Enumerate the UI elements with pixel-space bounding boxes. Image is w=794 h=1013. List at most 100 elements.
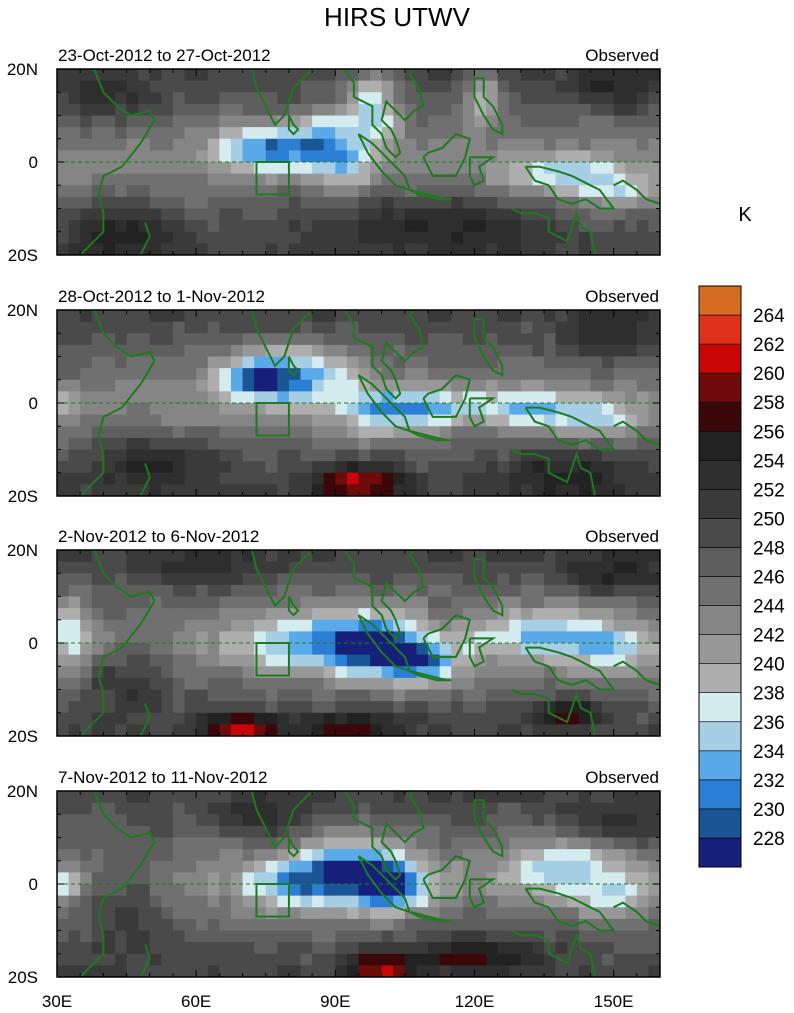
field-cell [486, 561, 499, 574]
field-cell [242, 92, 255, 105]
field-cell [68, 712, 81, 725]
field-cell [451, 802, 464, 815]
coastline [422, 613, 471, 658]
field-cell [439, 825, 452, 839]
field-cell [404, 814, 418, 827]
field-cell [184, 942, 197, 955]
field-cell [520, 449, 534, 462]
field-cell [312, 243, 325, 255]
field-cell [277, 472, 290, 485]
field-cell [613, 472, 626, 485]
field-cell [625, 849, 638, 862]
field-cell [439, 127, 452, 140]
field-cell [346, 953, 360, 966]
field-cell [277, 791, 290, 804]
field-cell [509, 724, 522, 736]
field-cell [265, 208, 278, 221]
field-cell [254, 127, 267, 140]
field-cell [613, 701, 626, 714]
field-cell [648, 930, 660, 943]
field-cell [242, 561, 255, 574]
field-cell [242, 712, 255, 725]
field-cell [80, 884, 93, 897]
field-cell [265, 162, 278, 175]
field-cell [172, 631, 186, 644]
field-cell [277, 724, 290, 736]
field-cell [207, 930, 220, 943]
field-cell [451, 965, 464, 977]
field-cell [242, 930, 255, 943]
field-cell [288, 666, 302, 679]
field-cell [335, 391, 348, 404]
field-cell [370, 712, 383, 725]
field-cell [648, 310, 660, 323]
field-cell [590, 643, 603, 656]
field-cell [381, 461, 394, 474]
field-cell [91, 631, 104, 644]
field-cell [103, 414, 116, 427]
field-cell [138, 437, 151, 451]
field-cell [509, 666, 522, 679]
field-cell [451, 942, 464, 955]
field-cell [138, 872, 151, 885]
field-cell [567, 127, 580, 140]
field-cell [602, 162, 615, 175]
coastline [524, 165, 616, 210]
field-cell [172, 356, 186, 369]
field-cell [578, 138, 592, 151]
field-cell [346, 584, 360, 598]
field-cell [381, 208, 394, 221]
field-cell [358, 437, 371, 451]
field-cell [439, 643, 452, 656]
field-cell [439, 231, 452, 244]
field-cell [404, 138, 418, 151]
field-cell [613, 872, 626, 885]
field-cell [451, 596, 464, 609]
field-cell [520, 243, 534, 255]
field-cell [149, 654, 162, 667]
field-cell [544, 802, 557, 815]
field-cell [474, 561, 487, 574]
x-tick-label: 150E [594, 992, 634, 1011]
field-cell [497, 677, 510, 691]
field-cell [323, 942, 336, 955]
field-cell [509, 802, 522, 815]
field-cell [393, 356, 406, 369]
field-cell [381, 414, 394, 427]
field-cell [91, 942, 104, 955]
field-cell [68, 138, 81, 151]
field-cell [207, 344, 220, 358]
field-cell [68, 379, 81, 392]
field-cell [207, 379, 220, 392]
field-cell [567, 895, 580, 908]
field-cell [636, 208, 650, 221]
field-cell [323, 849, 336, 862]
field-cell [648, 701, 660, 714]
y-tick-label: 0 [29, 394, 38, 413]
field-cell [149, 344, 162, 358]
field-cell [346, 825, 360, 839]
field-cell [358, 461, 371, 474]
field-cell [544, 573, 557, 586]
field-cell [335, 426, 348, 439]
field-cell [149, 930, 162, 943]
field-cell [184, 849, 197, 862]
field-cell [161, 92, 174, 105]
field-cell [277, 677, 290, 691]
utwv-field [57, 69, 660, 255]
field-cell [520, 461, 534, 474]
field-cell [532, 162, 545, 175]
field-cell [578, 243, 592, 255]
field-cell [509, 895, 522, 908]
field-cell [254, 791, 267, 804]
field-cell [265, 449, 278, 462]
field-cell [126, 92, 139, 105]
field-cell [451, 472, 464, 485]
field-cell [161, 414, 174, 427]
field-cell [230, 584, 244, 598]
field-cell [312, 654, 325, 667]
field-cell [68, 965, 81, 977]
field-cell [381, 596, 394, 609]
field-cell [567, 69, 580, 82]
field-cell [346, 689, 360, 702]
